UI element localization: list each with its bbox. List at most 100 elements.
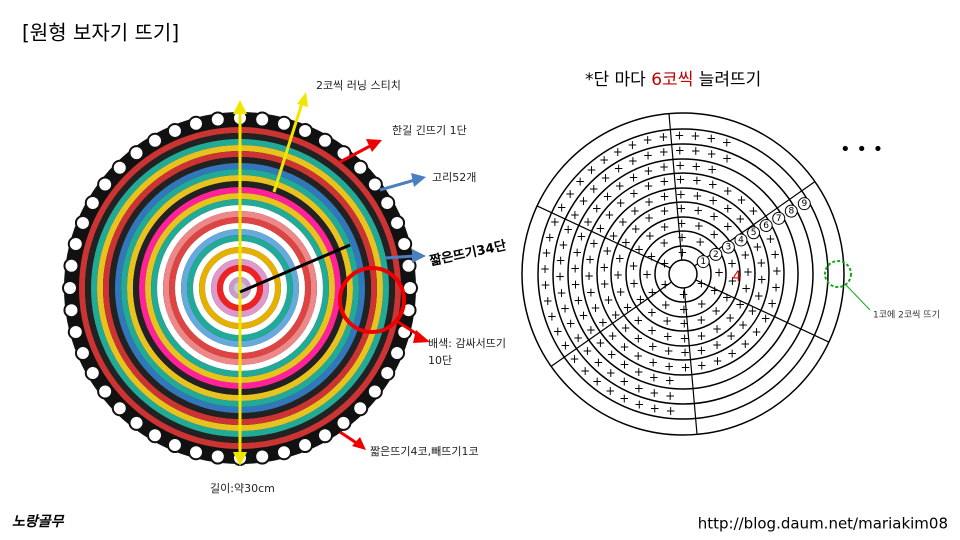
ring [521,112,845,436]
stitch: + [583,215,593,229]
loop [209,448,226,465]
stitch: + [707,162,717,176]
stitch: + [747,304,757,318]
stitch: + [647,306,657,320]
stitch: + [566,317,576,331]
ring [668,259,698,289]
stitch: + [709,209,719,223]
stitch: + [665,389,675,403]
stitch: + [609,229,619,243]
stitch: + [600,277,610,291]
stitch: + [643,133,653,147]
stitch: + [649,371,659,385]
stitch: + [599,260,609,274]
loop [111,159,128,176]
stitch: + [674,129,684,143]
stitch: + [619,391,629,405]
stitch: + [696,329,706,343]
loop [317,132,333,149]
stitch: + [680,345,690,359]
stitch: + [738,318,748,332]
stitch: + [621,235,631,249]
stitch: + [690,129,700,143]
stitch: + [658,130,668,144]
spoke [668,113,683,261]
loop [297,122,314,139]
spoke [536,205,671,269]
stitch: + [694,219,704,233]
stitch: + [725,311,735,325]
loop [389,345,406,362]
stitch: + [601,171,611,185]
stitch: + [613,268,623,282]
stitch: + [618,215,628,229]
stitch: + [629,186,639,200]
stitch: + [605,384,615,398]
ring [625,216,741,332]
note-arrow [845,284,871,311]
loop [97,176,114,193]
number-circle [772,211,786,225]
stitch: + [662,314,672,328]
number-circle [709,247,723,261]
loop [63,257,80,274]
stitch: + [743,265,753,279]
title-part: 늘려뜨기 [693,70,761,90]
stitch: + [633,314,643,328]
loop [317,427,333,444]
loop [335,414,352,431]
loop [254,111,271,128]
stitch: + [726,329,736,343]
loop [62,280,78,296]
stitch: + [727,257,737,271]
stitch: + [712,322,722,336]
stitch: + [584,269,594,283]
title-part: *단 마다 [585,70,651,90]
stitch: + [643,164,653,178]
stitch: + [648,356,658,370]
red-number: 4 [733,269,742,285]
stitch: + [727,347,737,361]
ring [537,128,829,420]
number: 6 [763,221,769,231]
number-circle [721,240,735,254]
stitch: + [563,222,573,236]
stitch: + [661,298,671,312]
stitch: + [573,293,583,307]
stitch: + [772,264,782,278]
stitch: + [602,189,612,203]
stitch: + [659,236,669,250]
stitch: + [676,188,686,202]
stitch: + [741,282,751,296]
stitch: + [659,145,669,159]
stitch: + [695,235,705,249]
stitch: + [630,204,640,218]
loop [84,195,101,211]
stitch: + [587,163,597,177]
loop [209,111,226,128]
title-highlight: 6코씩 [651,70,693,90]
stitch: + [735,298,745,312]
stitch: + [697,297,707,311]
stitch: + [629,170,639,184]
stitch: + [553,324,563,338]
stitch: + [619,340,629,354]
stitch: + [740,337,750,351]
label: 10단 [428,354,452,367]
number-circle [784,204,798,218]
stitch: + [761,311,771,325]
stitch: + [572,245,582,259]
stitch: + [712,354,722,368]
ring [581,172,785,376]
stitch: + [691,144,701,158]
stitch: + [756,256,766,270]
stitch: + [545,230,555,244]
ring [639,230,727,318]
stitch: + [589,237,599,251]
stitch: + [660,190,670,204]
stitch: + [569,352,579,366]
loop [111,400,128,417]
stitch: + [711,304,721,318]
stitch: + [648,339,658,353]
